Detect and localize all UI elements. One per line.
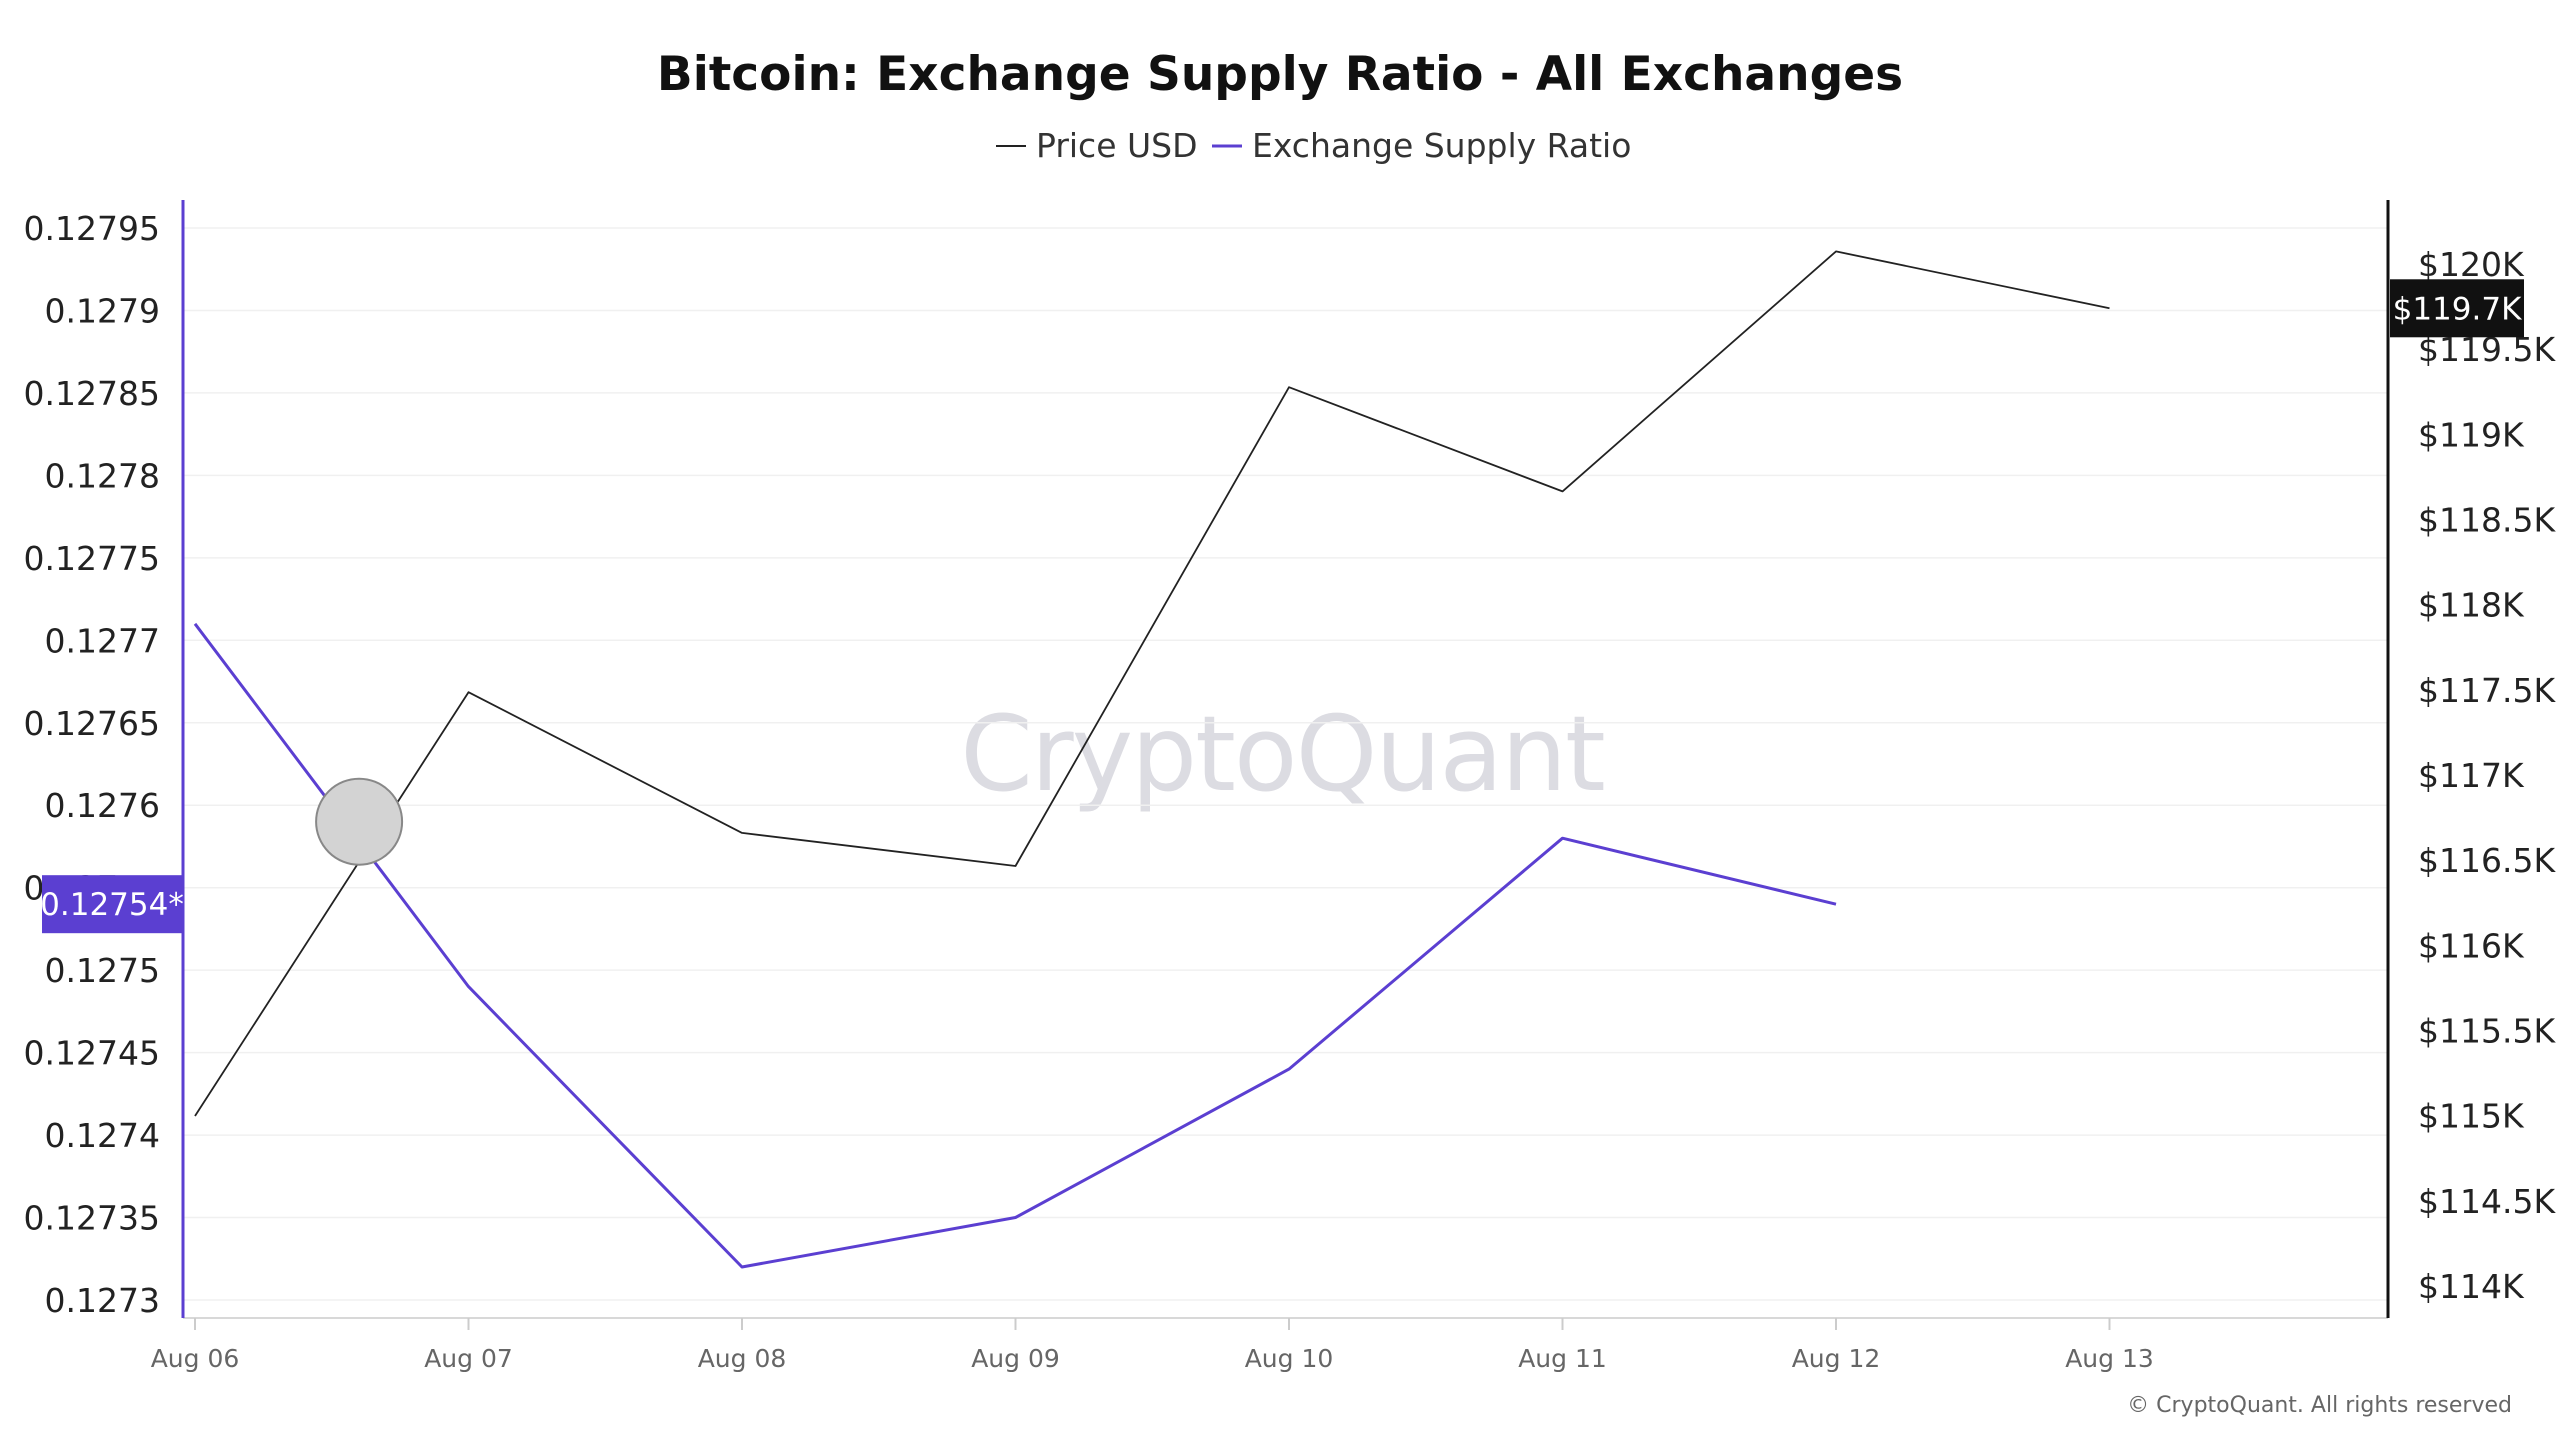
right-tick-label: $118.5K: [2418, 501, 2556, 540]
left-tick-label: 0.1276: [45, 786, 160, 825]
left-current-badge: 0.12754*: [40, 875, 184, 934]
left-tick-label: 0.12745: [24, 1034, 160, 1073]
right-current-badge-bg: [2390, 279, 2524, 338]
legend-price-label[interactable]: Price USD: [1036, 126, 1198, 165]
left-tick-label: 0.12735: [24, 1199, 160, 1238]
right-tick-label: $116.5K: [2418, 841, 2556, 880]
hover-marker[interactable]: [315, 777, 404, 866]
right-tick-label: $117.5K: [2418, 671, 2556, 710]
exchange-supply-ratio-line: [193, 622, 1837, 1269]
x-tick-label: Aug 09: [971, 1344, 1060, 1373]
left-tick-label: 0.12785: [24, 374, 160, 413]
left-tick-label: 0.12775: [24, 539, 160, 578]
left-tick-label: 0.12765: [24, 704, 160, 743]
price-usd-line: [194, 250, 2110, 1117]
right-tick-label: $117K: [2418, 756, 2525, 795]
x-tick-label: Aug 11: [1518, 1344, 1607, 1373]
left-current-badge-bg: [42, 875, 182, 934]
x-tick-label: Aug 13: [2065, 1344, 2154, 1373]
left-tick-label: 0.1279: [45, 291, 160, 330]
left-tick-label: 0.1278: [45, 456, 160, 495]
left-tick-label: 0.1275: [45, 951, 160, 990]
chart-title: Bitcoin: Exchange Supply Ratio - All Exc…: [657, 47, 1903, 102]
right-tick-label: $120K: [2418, 245, 2525, 284]
x-tick-label: Aug 10: [1245, 1344, 1334, 1373]
x-tick-label: Aug 08: [698, 1344, 787, 1373]
x-axis-ticks: Aug 06 Aug 07 Aug 08 Aug 09 Aug 10 Aug 11 Aug …: [151, 1318, 2154, 1373]
right-tick-label: $115.5K: [2418, 1012, 2556, 1051]
x-tick-label: Aug 06: [151, 1344, 240, 1373]
right-axis-ticks: $114K $114.5K $115K $115.5K $116K $116.5K $117…: [2418, 245, 2556, 1306]
right-tick-label: $116K: [2418, 926, 2525, 965]
x-tick-label: Aug 12: [1792, 1344, 1881, 1373]
right-tick-label: $118K: [2418, 586, 2525, 625]
legend[interactable]: Price USD Exchange Supply Ratio: [996, 126, 1631, 165]
right-tick-label: $115K: [2418, 1097, 2525, 1136]
right-current-badge-label: $119.7K: [2393, 291, 2522, 327]
right-tick-label: $119K: [2418, 415, 2525, 454]
right-tick-label: $114K: [2418, 1267, 2525, 1306]
left-tick-label: 0.1277: [45, 621, 160, 660]
axes: [181, 200, 2390, 1319]
x-tick-label: Aug 07: [424, 1344, 513, 1373]
hover-marker-circle[interactable]: [315, 777, 404, 866]
left-tick-label: 0.12795: [24, 209, 160, 248]
series-lines: [193, 250, 2110, 1269]
copyright: © CryptoQuant. All rights reserved: [2127, 1393, 2512, 1418]
right-tick-label: $114.5K: [2418, 1182, 2556, 1221]
left-current-badge-label: 0.12754*: [40, 887, 184, 923]
watermark: CryptoQuant: [960, 693, 1604, 815]
left-tick-label: 0.1273: [45, 1281, 160, 1320]
right-current-badge: $119.7K: [2390, 279, 2524, 338]
legend-ratio-label[interactable]: Exchange Supply Ratio: [1252, 126, 1631, 165]
left-tick-label: 0.1274: [45, 1116, 160, 1155]
left-axis-ticks: 0.12730.127350.12740.127450.12750.127550…: [24, 209, 160, 1320]
